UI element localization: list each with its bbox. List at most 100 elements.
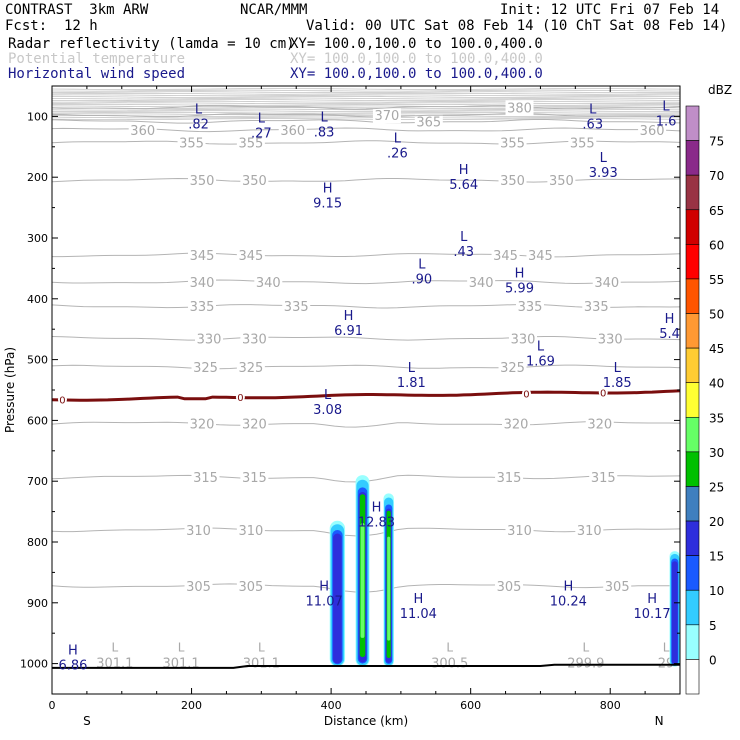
x-end-label-left: S bbox=[83, 714, 91, 728]
wind-extremum-type: H bbox=[647, 592, 657, 607]
field-xy-theta: XY= 100.0,100.0 to 100.0,400.0 bbox=[290, 51, 543, 67]
colorbar-swatch bbox=[685, 244, 700, 280]
zero-contour-label: 0 bbox=[237, 393, 243, 404]
theta-contour-label: 345 bbox=[493, 249, 518, 264]
y-tick-label: 900 bbox=[27, 597, 48, 610]
y-tick-label: 600 bbox=[27, 414, 48, 427]
field-name-theta: Potential temperature bbox=[8, 51, 186, 67]
colorbar-level-label: 10 bbox=[709, 584, 724, 598]
theta-contour-upper bbox=[51, 118, 681, 121]
wind-extremum-L: L.83 bbox=[314, 110, 335, 140]
theta-contour-label: 380 bbox=[507, 101, 532, 116]
theta-contour-upper bbox=[51, 102, 681, 105]
y-axis-label: Pressure (hPa) bbox=[3, 347, 17, 433]
wind-extremum-H: H5.99 bbox=[505, 267, 534, 297]
colorbar-level-label: 45 bbox=[709, 342, 724, 356]
theta-contour-335 bbox=[51, 304, 681, 309]
theta-contour-label: 335 bbox=[284, 300, 309, 315]
theta-label-bg bbox=[188, 248, 217, 264]
zero-label-bg bbox=[521, 388, 531, 398]
theta-label-bg bbox=[582, 299, 611, 315]
theta-contour-label: 335 bbox=[518, 300, 543, 315]
theta-contour-label: 305 bbox=[238, 580, 263, 595]
theta-contour-label: 315 bbox=[193, 471, 218, 486]
wind-extremum-type: L bbox=[600, 151, 608, 166]
y-tick-label: 800 bbox=[27, 536, 48, 549]
theta-label-bg bbox=[509, 331, 537, 347]
y-tick-label: 400 bbox=[27, 293, 48, 306]
x-tick-label: 400 bbox=[321, 699, 342, 712]
colorbar-level-label: 35 bbox=[709, 411, 724, 425]
theta-label-bg bbox=[240, 331, 269, 347]
theta-contour-label: 330 bbox=[511, 332, 536, 347]
wind-extremum-value: 3.08 bbox=[313, 403, 342, 418]
wind-extremum-value: 12.83 bbox=[358, 516, 395, 531]
theta-contour-label: 355 bbox=[500, 137, 525, 152]
theta-contour-365 bbox=[51, 118, 681, 124]
colorbar-swatch bbox=[685, 520, 700, 556]
wind-extremum-value: .43 bbox=[453, 245, 474, 260]
wind-extremum-type: H bbox=[68, 643, 78, 658]
wind-extremum-type: L bbox=[614, 361, 622, 376]
y-tick-label: 100 bbox=[27, 110, 48, 123]
surface-min-marker: L bbox=[446, 641, 453, 655]
y-tick-label: 700 bbox=[27, 475, 48, 488]
y-tick-label: 1000 bbox=[20, 658, 48, 671]
surface-min-marker: L bbox=[111, 641, 118, 655]
theta-label-bg bbox=[568, 135, 597, 151]
header-valid: Valid: 00 UTC Sat 08 Feb 14 (10 ChT Sat … bbox=[306, 18, 728, 34]
colorbar-level-label: 0 bbox=[709, 653, 717, 667]
wind-extremum-value: 5.4 bbox=[659, 327, 680, 342]
theta-contour-label: 345 bbox=[238, 249, 263, 264]
theta-contour-label: 350 bbox=[190, 174, 215, 189]
theta-label-bg bbox=[188, 299, 217, 315]
header-project: CONTRAST 3km ARW bbox=[5, 2, 149, 18]
wind-extremum-L: L.43 bbox=[453, 230, 474, 260]
theta-label-bg bbox=[505, 100, 534, 116]
theta-label-bg bbox=[188, 416, 217, 432]
wind-extremum-type: L bbox=[408, 361, 416, 376]
theta-label-bg bbox=[589, 469, 618, 485]
theta-label-bg bbox=[495, 469, 524, 485]
wind-extremum-H: H11.07 bbox=[306, 580, 343, 610]
surface-min-marker: L bbox=[663, 641, 670, 655]
theta-label-bg bbox=[495, 578, 524, 594]
theta-contour-upper bbox=[51, 92, 681, 95]
radar-core-35dbz bbox=[387, 536, 391, 641]
theta-contour-upper bbox=[51, 105, 681, 108]
colorbar: dBZ 0 5 10 15 20 25 30 35 40 45 50 55 60 65 70 75 bbox=[685, 83, 732, 695]
wind-extremum-L: L1.69 bbox=[526, 339, 555, 369]
colorbar-swatch bbox=[685, 486, 700, 522]
wind-extremum-L: L.90 bbox=[411, 257, 432, 287]
theta-contour-label: 315 bbox=[591, 471, 616, 486]
colorbar-level-label: 25 bbox=[709, 480, 724, 494]
theta-contour-label: 315 bbox=[497, 471, 522, 486]
header-center: NCAR/MMM bbox=[240, 2, 308, 18]
wind-extremum-L: L1.81 bbox=[397, 361, 426, 391]
theta-label-bg bbox=[177, 135, 206, 151]
theta-label-bg bbox=[236, 135, 265, 151]
theta-label-bg bbox=[240, 173, 269, 189]
wind-extremum-type: H bbox=[319, 580, 329, 595]
theta-contour-label: 360 bbox=[130, 124, 155, 139]
theta-label-bg bbox=[498, 135, 527, 151]
wind-extremum-type: H bbox=[372, 501, 382, 516]
surface-min-marker: L bbox=[258, 641, 265, 655]
colorbar-level-label: 15 bbox=[709, 550, 724, 564]
wind-extremum-type: L bbox=[589, 102, 597, 117]
colorbar-swatch bbox=[685, 174, 700, 211]
colorbar-swatch bbox=[685, 416, 700, 453]
wind-extremum-type: L bbox=[418, 257, 426, 272]
theta-contour-370 bbox=[51, 112, 681, 118]
surface-theta-label: 301.1 bbox=[162, 657, 199, 672]
theta-label-bg bbox=[240, 469, 269, 485]
theta-contour-label: 305 bbox=[186, 580, 211, 595]
theta-label-bg bbox=[236, 522, 265, 538]
wind-extremum-value: 1.81 bbox=[397, 376, 426, 391]
theta-label-bg bbox=[254, 274, 283, 290]
theta-label-bg bbox=[240, 416, 269, 432]
wind-extremum-type: L bbox=[394, 132, 402, 147]
zero-contour bbox=[51, 389, 681, 402]
terrain-surface bbox=[52, 663, 680, 669]
wind-extremum-H: H10.24 bbox=[550, 580, 587, 610]
